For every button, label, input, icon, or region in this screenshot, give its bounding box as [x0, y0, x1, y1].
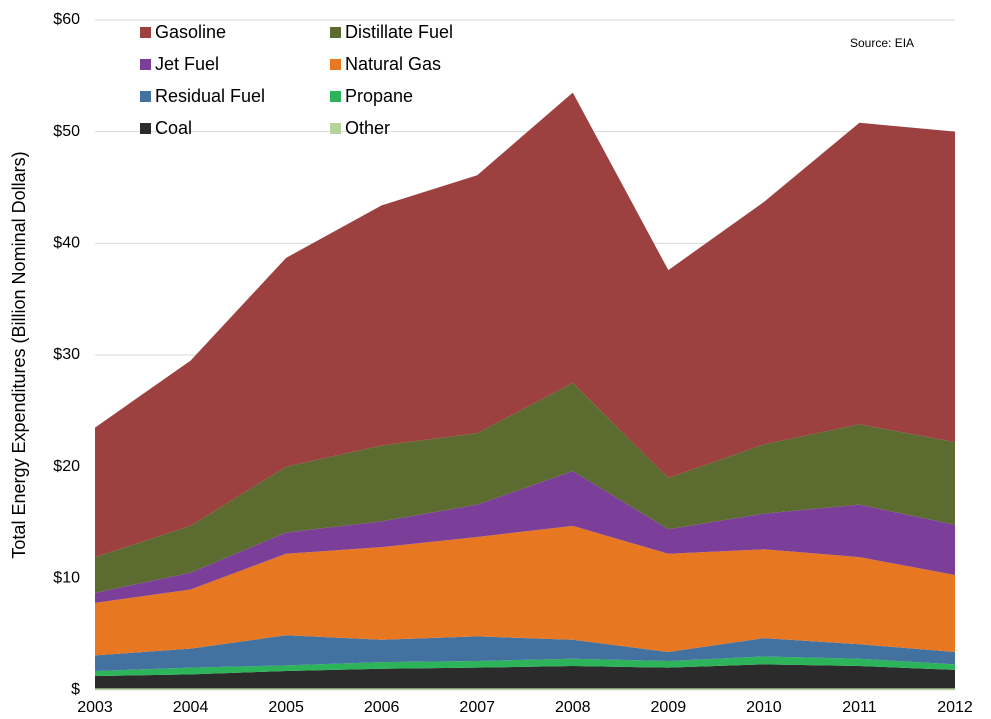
legend-swatch: [140, 59, 151, 70]
y-tick-label: $30: [53, 346, 80, 363]
legend-swatch: [330, 27, 341, 38]
y-axis-label: Total Energy Expenditures (Billion Nomin…: [9, 151, 29, 558]
legend-label: Jet Fuel: [155, 54, 219, 74]
x-tick-label: 2012: [937, 699, 973, 716]
x-tick-label: 2011: [842, 699, 877, 716]
x-tick-label: 2005: [268, 699, 304, 716]
area: [95, 92, 955, 558]
legend-label: Propane: [345, 86, 413, 106]
y-tick-label: $10: [53, 570, 80, 587]
x-tick-label: 2006: [364, 699, 400, 716]
legend-label: Distillate Fuel: [345, 22, 453, 42]
x-tick-label: 2007: [459, 699, 495, 716]
legend-label: Gasoline: [155, 22, 226, 42]
legend-swatch: [140, 27, 151, 38]
x-tick-label: 2003: [77, 699, 113, 716]
area: [95, 635, 955, 672]
y-tick-label: $60: [53, 11, 80, 28]
area: [95, 525, 955, 656]
y-tick-label: $40: [53, 235, 80, 252]
area: [95, 688, 955, 690]
legend-swatch: [330, 91, 341, 102]
y-tick-label: $: [71, 681, 80, 698]
area: [95, 664, 955, 689]
y-tick-label: $50: [53, 123, 80, 140]
legend-label: Natural Gas: [345, 54, 441, 74]
area: [95, 382, 955, 593]
source-note: Source: EIA: [850, 36, 914, 50]
legend-label: Coal: [155, 118, 192, 138]
x-tick-label: 2010: [746, 699, 782, 716]
legend-swatch: [330, 123, 341, 134]
legend-swatch: [140, 123, 151, 134]
area: [95, 471, 955, 603]
legend-label: Other: [345, 118, 390, 138]
x-tick-label: 2008: [555, 699, 591, 716]
x-tick-label: 2009: [651, 699, 687, 716]
x-tick-label: 2004: [173, 699, 209, 716]
legend-swatch: [140, 91, 151, 102]
legend-swatch: [330, 59, 341, 70]
legend-label: Residual Fuel: [155, 86, 265, 106]
area: [95, 656, 955, 677]
y-tick-label: $20: [53, 458, 80, 475]
